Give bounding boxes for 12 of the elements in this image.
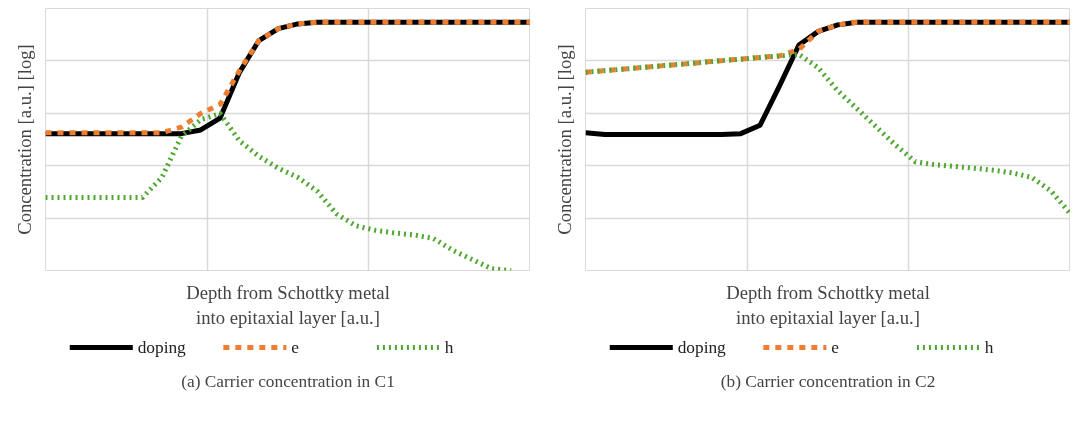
legend-label: e: [291, 338, 300, 357]
legend-label: h: [984, 338, 994, 357]
text: (a) Carrier concentration in C1: [181, 371, 395, 391]
x-axis-title: Depth from Schottky metal into epitaxial layer [a.u.]: [186, 281, 390, 328]
y-axis-title: Concentration [a.u.] [log]: [553, 44, 575, 235]
legend-label: doping: [677, 338, 727, 357]
text: (b) Carrier concentration in C2: [720, 371, 936, 391]
legend-label: h: [444, 338, 454, 357]
y-axis-title: Concentration [a.u.] [log]: [13, 44, 35, 235]
x-axis-title: Depth from Schottky metal into epitaxial layer [a.u.]: [726, 281, 930, 328]
legend-label: e: [831, 338, 840, 357]
legend-label: doping: [137, 338, 187, 357]
